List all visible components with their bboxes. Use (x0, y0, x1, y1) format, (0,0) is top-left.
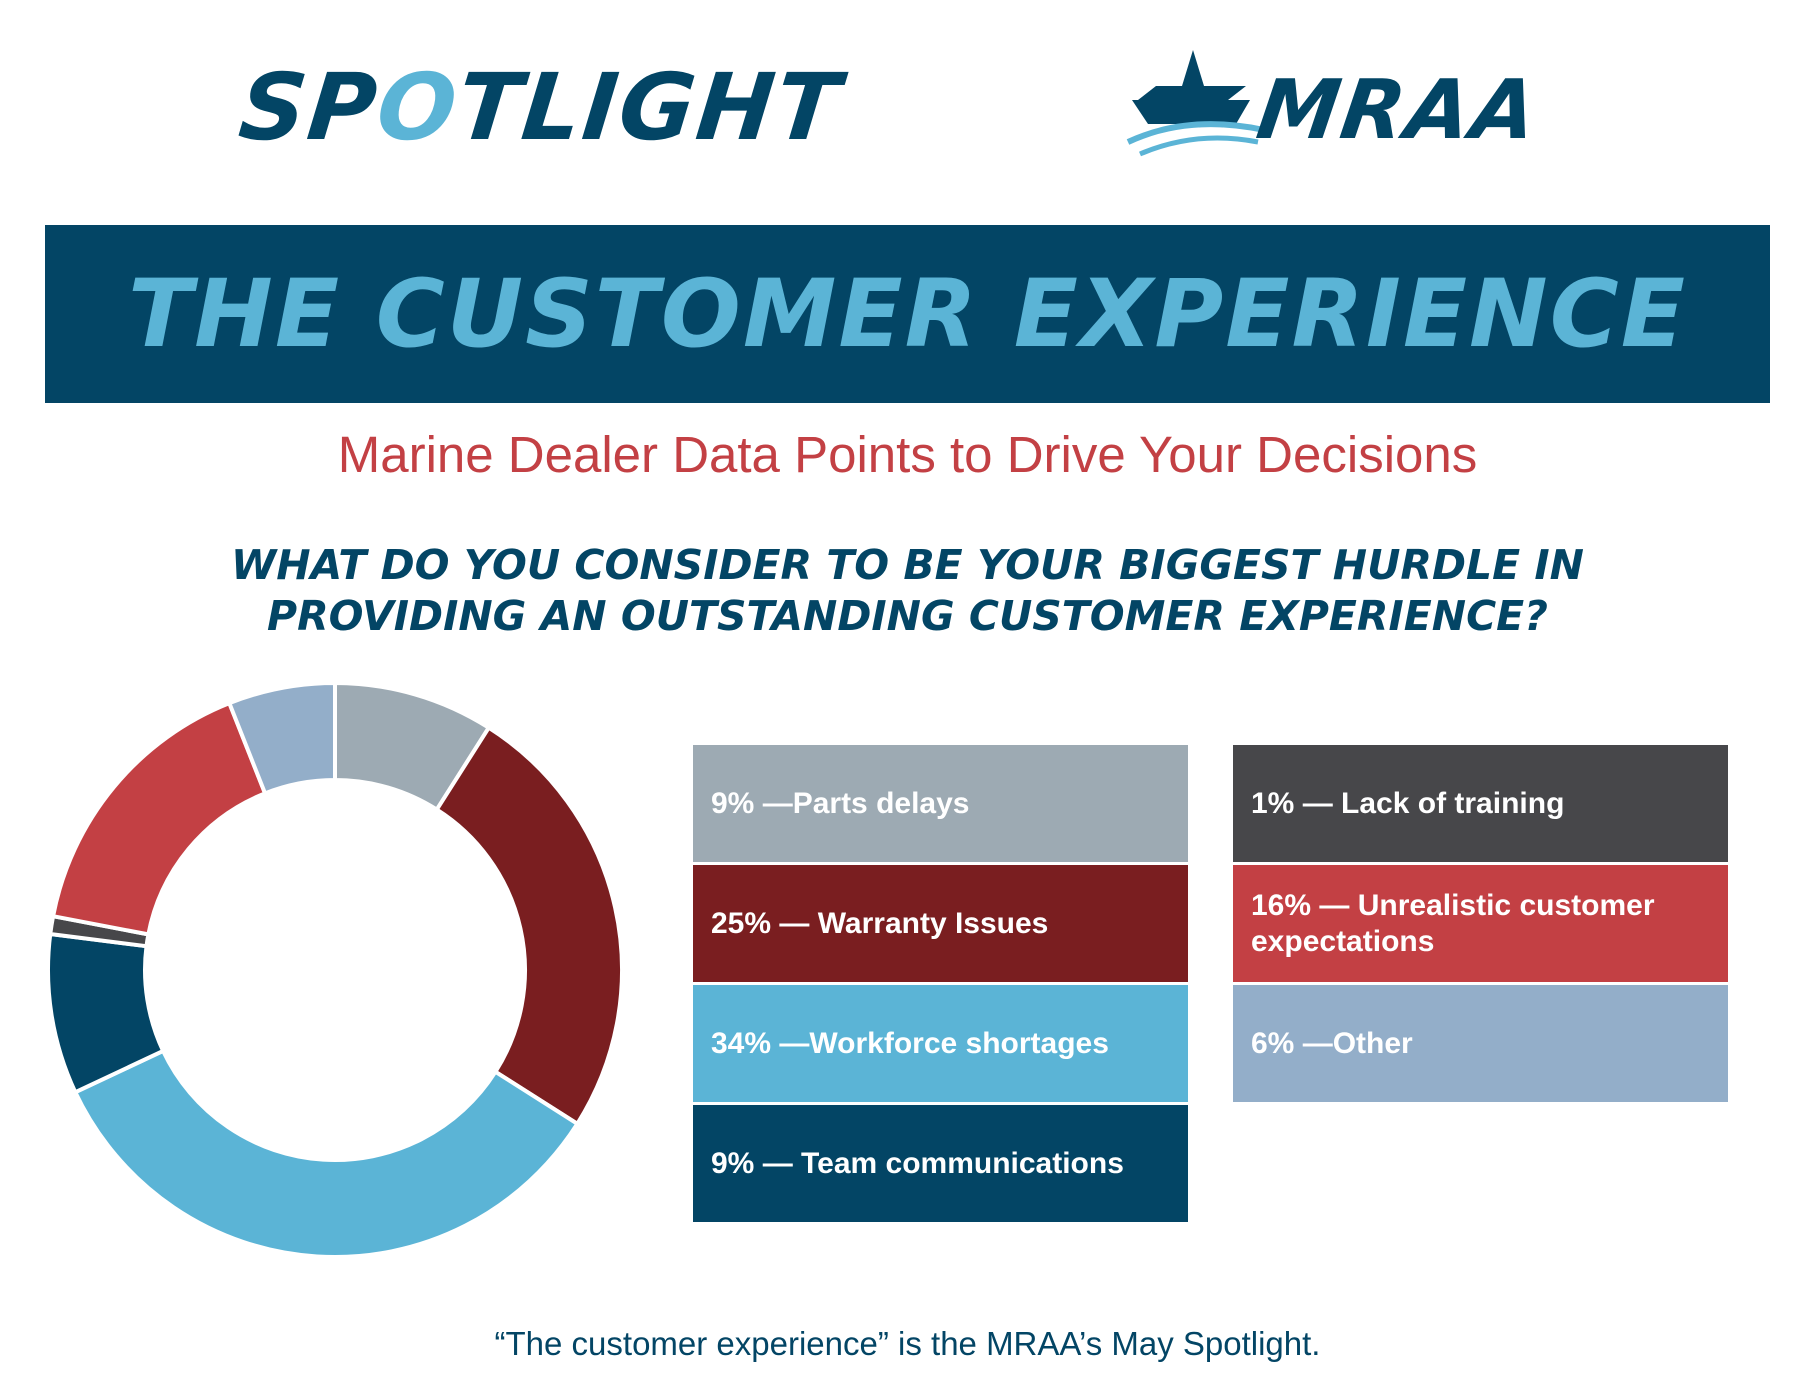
legend-item: 6% —Other (1233, 985, 1728, 1102)
donut-chart (46, 680, 624, 1259)
legend-item: 9% — Team communications (693, 1105, 1188, 1222)
legend-item: 34% —Workforce shortages (693, 985, 1188, 1102)
chart-question: WHAT DO YOU CONSIDER TO BE YOUR BIGGEST … (0, 540, 1800, 642)
mraa-logo: MRAA (1118, 42, 1548, 172)
donut-slice-workforce-shortages (72, 1048, 581, 1259)
question-line-2: PROVIDING AN OUTSTANDING CUSTOMER EXPERI… (267, 592, 1548, 640)
legend-left-column: 9% —Parts delays 25% — Warranty Issues 34%… (693, 745, 1188, 1225)
spotlight-logo-prefix: SP (234, 54, 384, 161)
legend-item: 25% — Warranty Issues (693, 865, 1188, 982)
spotlight-logo-suffix: TLIGHT (452, 54, 847, 161)
donut-slice-unrealistic-customer-expectations (50, 700, 268, 937)
mraa-star-boat-icon (1126, 50, 1265, 157)
spotlight-logo: SPOTLIGHT (234, 54, 846, 161)
legend-item: 9% —Parts delays (693, 745, 1188, 862)
subtitle: Marine Dealer Data Points to Drive Your … (337, 426, 1478, 483)
donut-slice-other (226, 680, 337, 796)
page-title: THE CUSTOMER EXPERIENCE (128, 259, 1687, 369)
spotlight-logo-accent: O (372, 54, 464, 161)
legend-right-column: 1% — Lack of training 16% — Unrealistic c… (1233, 745, 1728, 1105)
question-line-1: WHAT DO YOU CONSIDER TO BE YOUR BIGGEST … (231, 541, 1584, 589)
legend-item: 1% — Lack of training (1233, 745, 1728, 862)
title-banner: THE CUSTOMER EXPERIENCE (45, 225, 1770, 403)
legend-item: 16% — Unrealistic customer expectations (1233, 865, 1728, 982)
footer-note: “The customer experience” is the MRAA’s … (494, 1325, 1321, 1362)
donut-slice-warranty-issues (434, 724, 624, 1127)
mraa-logo-text: MRAA (1251, 63, 1545, 158)
